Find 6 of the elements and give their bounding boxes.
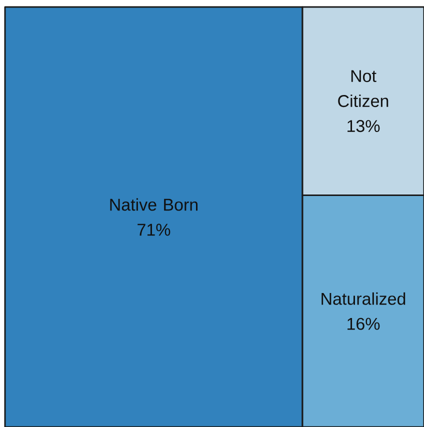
data-label: 16% bbox=[348, 318, 380, 330]
category-label: Not Citizen bbox=[338, 70, 388, 108]
category-label: Naturalized bbox=[322, 292, 406, 305]
category-label: Native Born bbox=[110, 198, 198, 211]
data-label: 71% bbox=[138, 224, 170, 236]
data-label: 13% bbox=[348, 120, 380, 132]
